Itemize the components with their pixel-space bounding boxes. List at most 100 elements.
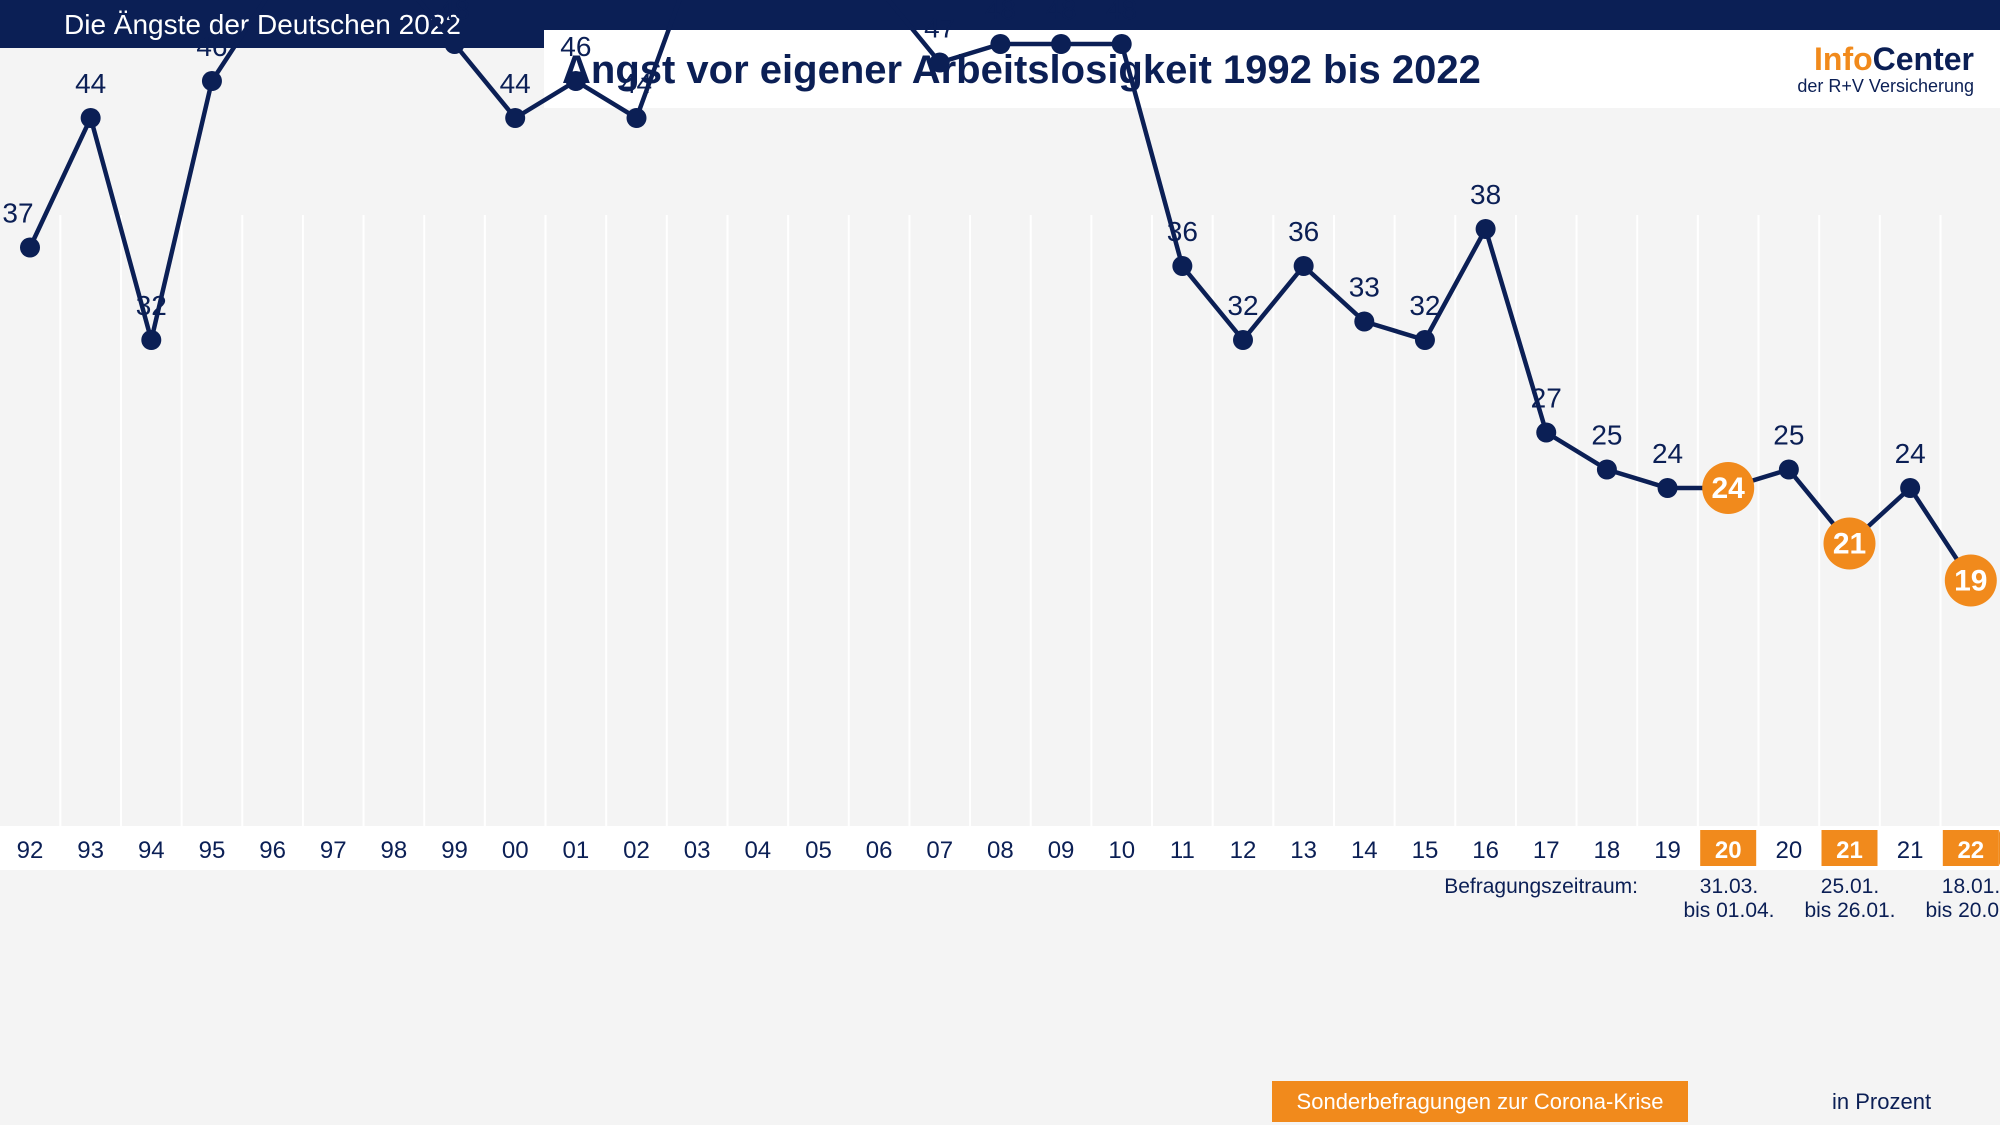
series-line (27, 0, 1973, 582)
x-tick-label: 13 (1290, 837, 1317, 864)
highlight-point-22 (1944, 554, 1997, 607)
x-tick-label: 12 (1230, 837, 1257, 864)
value-label: 25 (1591, 420, 1622, 451)
logo-info-text: Info (1814, 41, 1873, 77)
x-tick-label: 11 (1170, 837, 1195, 864)
period-2020-end: bis 01.04. (1683, 899, 1775, 922)
x-tick-label: 21 (1897, 837, 1924, 864)
data-point-13 (1293, 256, 1314, 276)
value-label: 46 (196, 31, 227, 62)
x-tick-label: 20 (1775, 837, 1802, 864)
value-label: 48 (985, 0, 1016, 25)
data-point-95 (201, 71, 222, 91)
x-tick-label: 02 (623, 837, 650, 864)
data-point-02 (626, 108, 647, 128)
value-label: 24 (1895, 438, 1926, 469)
infocenter-logo: InfoCenter der R+V Versicherung (1797, 42, 1974, 96)
value-label: 36 (1167, 216, 1198, 247)
chart-title: Angst vor eigener Arbeitslosigkeit 1992 … (562, 48, 1481, 92)
corona-legend: Sonderbefragungen zur Corona-Krise (1272, 1081, 1688, 1122)
data-point-17 (1536, 422, 1557, 443)
highlight-point-20 (1702, 462, 1755, 514)
x-tick-label: 98 (381, 837, 408, 864)
data-point-19 (1657, 478, 1678, 498)
title-card: Angst vor eigener Arbeitslosigkeit 1992 … (544, 30, 2000, 108)
value-label: 48 (439, 0, 470, 25)
series-label: Die Ängste der Deutschen 2022 (64, 9, 461, 40)
value-label: 33 (1349, 272, 1380, 303)
data-point-99 (444, 34, 465, 54)
value-label: 48 (1045, 0, 1076, 25)
x-tick-label: 14 (1351, 837, 1378, 864)
x-tick-label: 07 (926, 837, 953, 864)
period-2022: 18.01. bis 20.01. (1911, 875, 2000, 923)
x-tick-label: 93 (77, 837, 104, 864)
data-point-11 (1172, 256, 1193, 276)
value-label: 27 (1531, 383, 1562, 414)
data-point-10 (1111, 34, 1132, 54)
value-label: 48 (1106, 0, 1137, 25)
x-tick-label: 94 (138, 837, 165, 864)
x-tick-label: 01 (562, 837, 589, 864)
period-2021-end: bis 26.01. (1804, 899, 1896, 922)
value-label: 36 (1288, 216, 1319, 247)
x-tick-label: 95 (199, 837, 226, 864)
highlight-value-label: 19 (1954, 565, 1987, 598)
highlight-tick-box (1700, 830, 1757, 866)
data-point-92 (20, 237, 40, 258)
x-tick-label: 09 (1048, 837, 1075, 864)
value-label: 44 (500, 68, 531, 99)
data-point-15 (1414, 330, 1435, 350)
period-label: Befragungszeitraum: (1444, 875, 1638, 898)
x-tick-label: 20 (1715, 837, 1742, 864)
value-label: 25 (1773, 420, 1804, 451)
x-tick-label: 00 (502, 837, 529, 864)
x-tick-label: 10 (1108, 837, 1135, 864)
data-point-09 (1051, 34, 1072, 54)
value-label: 32 (1409, 290, 1440, 321)
value-label: 46 (560, 31, 591, 62)
period-2022-end: bis 20.01. (1925, 899, 2000, 922)
x-tick-label: 06 (866, 837, 893, 864)
data-point-16 (1475, 219, 1496, 239)
data-point-12 (1233, 330, 1253, 350)
x-tick-label: 18 (1594, 837, 1621, 864)
highlight-point-21 (1823, 517, 1876, 570)
highlight-value-label: 21 (1833, 528, 1866, 561)
value-label: 24 (1652, 438, 1683, 469)
value-label: 44 (75, 68, 106, 99)
x-tick-label: 99 (441, 837, 468, 864)
logo-center-text: Center (1872, 41, 1974, 77)
highlight-tick-box (1942, 830, 1999, 866)
x-tick-label: 04 (744, 837, 771, 864)
value-label: 38 (1470, 179, 1501, 210)
x-tick-label: 22 (1957, 837, 1984, 864)
x-tick-label: 96 (259, 837, 286, 864)
x-tick-label: 05 (805, 837, 832, 864)
data-point-01 (565, 71, 586, 91)
highlight-value-label: 24 (1712, 472, 1746, 505)
data-point-08 (990, 34, 1011, 54)
x-axis-band (0, 826, 2000, 870)
line-chart: 3792449332944695519652975298489944004601… (0, 0, 2000, 870)
data-point-94 (141, 330, 162, 350)
x-tick-label: 08 (987, 837, 1014, 864)
x-tick-label: 17 (1533, 837, 1560, 864)
highlight-tick-box (1821, 830, 1878, 866)
data-point-20 (1778, 459, 1799, 480)
value-label: 37 (2, 198, 33, 229)
x-tick-label: 92 (17, 837, 44, 864)
x-tick-label: 03 (684, 837, 711, 864)
x-tick-label: 19 (1654, 837, 1681, 864)
unit-label: in Prozent (1832, 1089, 1932, 1114)
period-2021-start: 25.01. (1820, 875, 1880, 898)
x-tick-label: 16 (1472, 837, 1499, 864)
data-point-00 (505, 108, 526, 128)
x-tick-label: 97 (320, 837, 347, 864)
period-2022-start: 18.01. (1941, 875, 2000, 898)
value-label: 32 (136, 290, 167, 321)
period-2020-start: 31.03. (1699, 875, 1759, 898)
data-point-21 (1900, 478, 1921, 498)
x-tick-label: 21 (1836, 837, 1863, 864)
value-label: 44 (621, 68, 652, 99)
